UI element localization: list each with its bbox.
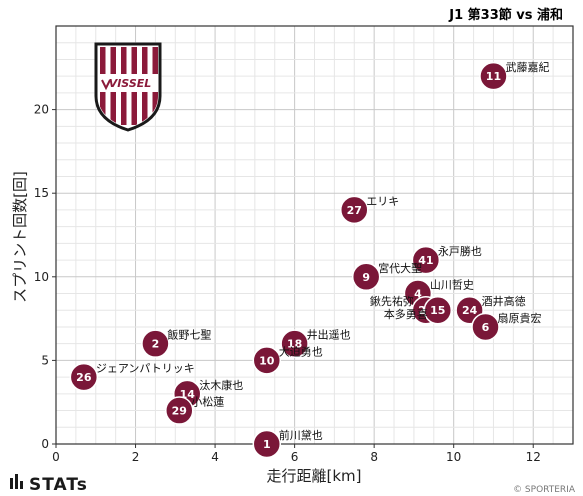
point-marker [351,262,381,292]
point-number: 10 [259,354,275,367]
point-number: 41 [418,254,433,267]
point-number: 29 [172,405,187,418]
stats-bar-icon [20,481,23,489]
x-tick-label: 8 [370,450,378,464]
point-number: 11 [486,70,501,83]
point-label: 扇原貴宏 [498,311,542,325]
point-marker [411,245,441,275]
point-marker [252,429,282,459]
x-tick-label: 2 [132,450,140,464]
player-point: 1 前川黛也 [252,428,323,459]
point-label: 山川哲史 [430,279,474,292]
point-label: エリキ [366,195,399,208]
x-axis-label: 走行距離[km] [266,467,361,485]
points-layer: 11武藤嘉紀27エリキ41永戸勝也9宮代大聖4山川哲史25鍬先祐弥15本多勇喜2… [69,60,549,459]
y-tick-label: 15 [34,186,49,200]
y-tick-label: 5 [41,353,49,367]
point-marker [340,195,369,225]
y-tick-label: 0 [41,437,49,451]
player-point: 10 大迫勇也 [252,344,323,375]
point-marker [280,329,309,358]
point-label: 小松蓮 [191,395,224,409]
point-marker [471,312,500,342]
player-point: 41 永戸勝也 [411,244,482,275]
team-crest-logo: VISSEL [94,42,162,132]
point-marker [141,329,170,358]
point-label: 汰木康也 [199,378,243,392]
point-marker [479,61,508,91]
player-point: 6 扇原貴宏 [471,311,542,342]
point-marker [69,362,99,392]
player-point: 11 武藤嘉紀 [479,60,549,91]
stats-logo: STATs [10,474,88,495]
point-label: ジェアンパトリッキ [96,362,195,375]
point-number: 2 [152,338,160,351]
point-number: 9 [362,271,370,284]
point-marker [423,295,453,325]
player-point: 2 飯野七聖 [141,328,211,358]
point-label: 井出遥也 [307,328,351,342]
logo-text: VISSEL [109,77,152,90]
point-label: 前川黛也 [279,428,323,442]
point-number: 18 [287,338,302,351]
point-label: 武藤嘉紀 [505,60,549,74]
point-label: 本多勇喜 [384,307,428,321]
point-number: 24 [462,304,478,317]
point-label: 大迫勇也 [279,344,323,358]
x-tick-label: 12 [526,450,541,464]
copyright-text: © SPORTERIA [513,485,576,495]
stats-bar-icon [15,474,18,489]
player-point: 9 宮代大聖 [351,261,422,292]
player-point: 26 ジェアンパトリッキ [69,362,195,392]
player-point: 29 小松蓮 [165,395,224,425]
x-tick-label: 10 [446,450,461,464]
point-number: 4 [414,288,422,301]
point-number: 1 [263,438,271,451]
x-tick-label: 6 [291,450,299,464]
point-label: 酒井高徳 [482,294,526,308]
point-label: 宮代大聖 [378,261,422,275]
y-tick-label: 20 [34,103,49,117]
x-tick-label: 4 [211,450,219,464]
point-number: 27 [347,204,362,217]
point-marker [252,346,282,375]
chart-title: J1 第33節 vs 浦和 [448,7,563,23]
point-label: 飯野七聖 [167,328,211,342]
y-axis-label: スプリント回数[回] [11,171,29,303]
point-label: 永戸勝也 [438,244,482,258]
point-label: 鍬先祐弥 [370,294,414,308]
point-number: 15 [430,304,445,317]
point-marker [165,396,194,425]
point-number: 26 [76,371,92,384]
stats-bar-icon [10,478,13,489]
player-point: 18 井出遥也 [280,328,351,358]
point-number: 6 [482,321,490,334]
player-point: 27 エリキ [340,195,399,225]
x-tick-label: 0 [52,450,60,464]
y-tick-label: 10 [34,270,49,284]
plot-frame [55,25,574,445]
stats-brand-text: STATs [29,475,88,495]
